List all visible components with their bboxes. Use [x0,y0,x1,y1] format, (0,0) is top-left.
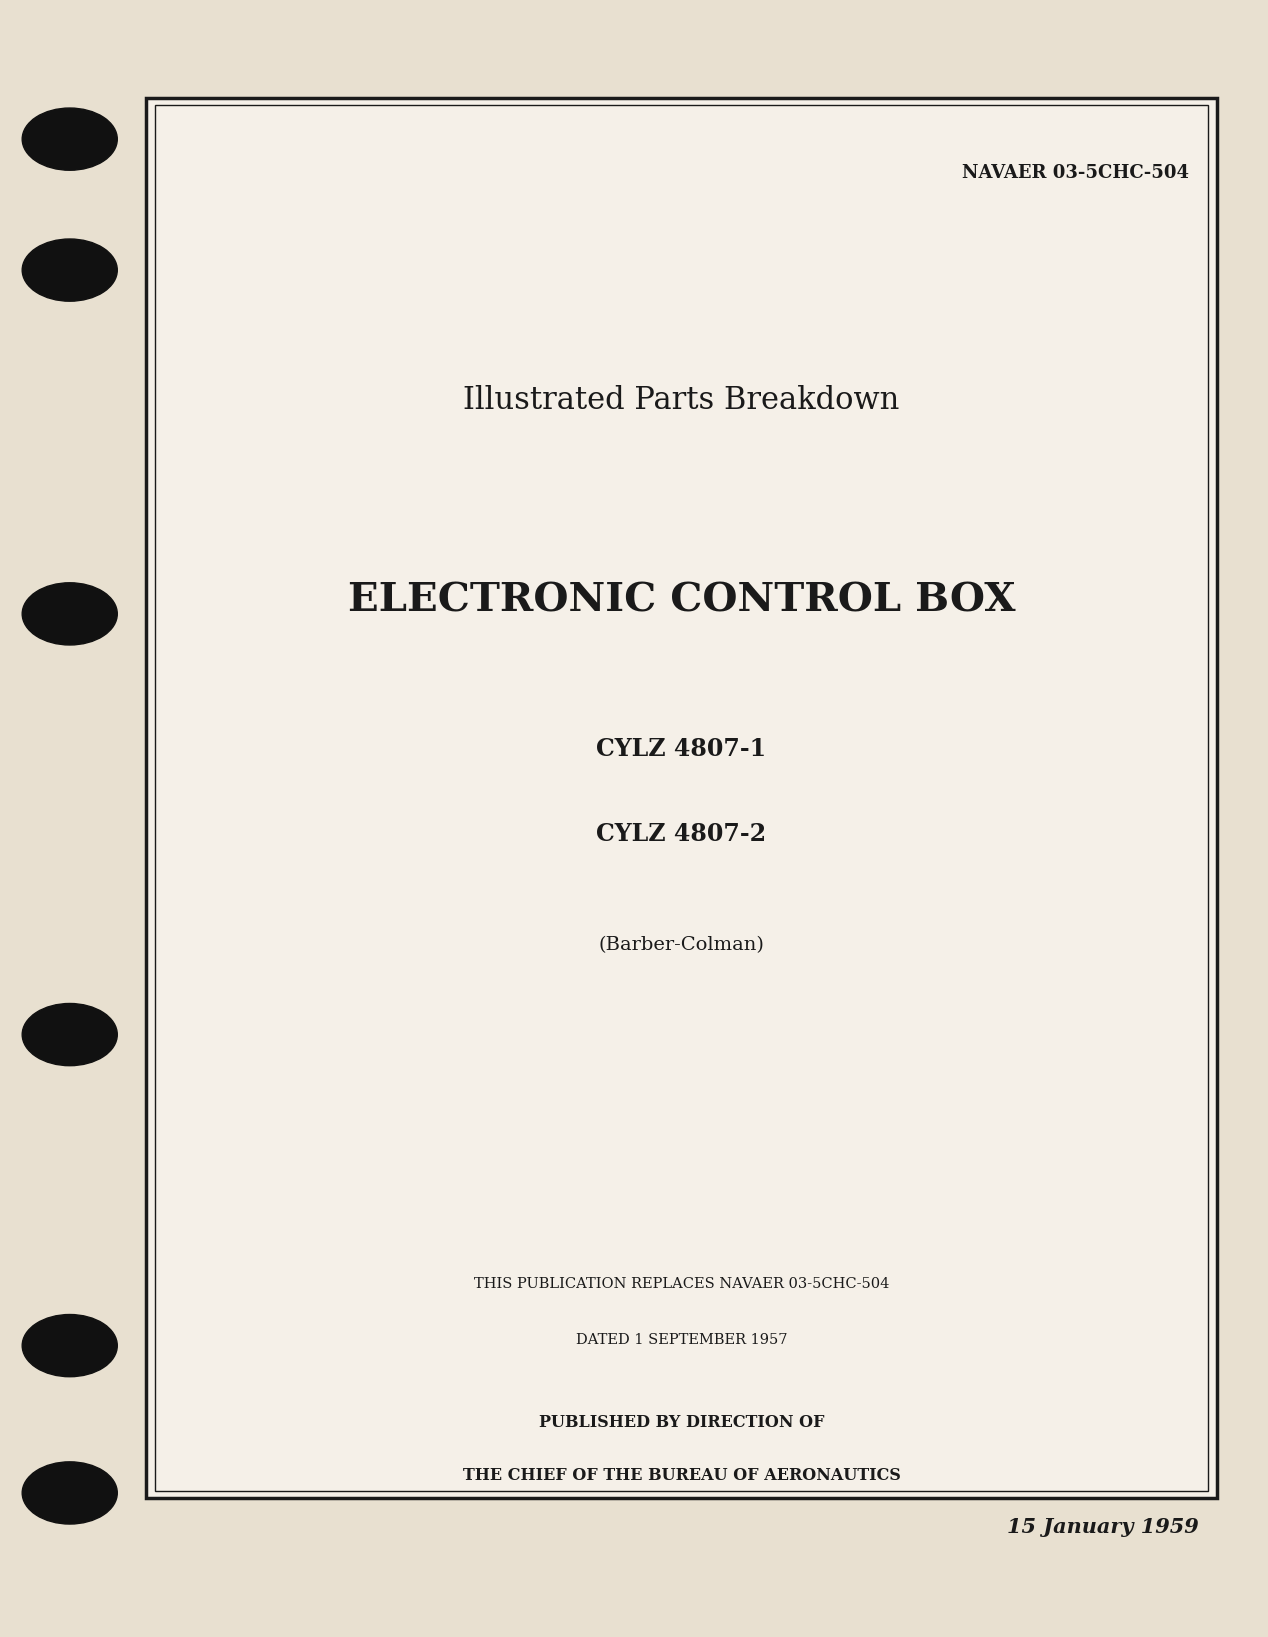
Ellipse shape [22,1315,117,1377]
Text: CYLZ 4807-2: CYLZ 4807-2 [596,822,767,846]
Bar [155,105,1208,1491]
Text: 15 January 1959: 15 January 1959 [1007,1517,1198,1537]
Text: NAVAER 03-5CHC-504: NAVAER 03-5CHC-504 [962,164,1189,182]
Ellipse shape [22,239,117,301]
Ellipse shape [22,1462,117,1524]
Text: (Barber-Colman): (Barber-Colman) [598,936,765,954]
Ellipse shape [22,108,117,170]
Text: THE CHIEF OF THE BUREAU OF AERONAUTICS: THE CHIEF OF THE BUREAU OF AERONAUTICS [463,1467,900,1483]
Text: ELECTRONIC CONTROL BOX: ELECTRONIC CONTROL BOX [347,581,1016,619]
Text: THIS PUBLICATION REPLACES NAVAER 03-5CHC-504: THIS PUBLICATION REPLACES NAVAER 03-5CHC… [474,1277,889,1292]
Text: Illustrated Parts Breakdown: Illustrated Parts Breakdown [463,385,900,416]
Ellipse shape [22,583,117,645]
Bar [146,98,1217,1498]
Text: CYLZ 4807-1: CYLZ 4807-1 [596,737,767,761]
Ellipse shape [22,1003,117,1066]
Text: PUBLISHED BY DIRECTION OF: PUBLISHED BY DIRECTION OF [539,1414,824,1431]
Text: DATED 1 SEPTEMBER 1957: DATED 1 SEPTEMBER 1957 [576,1333,787,1347]
